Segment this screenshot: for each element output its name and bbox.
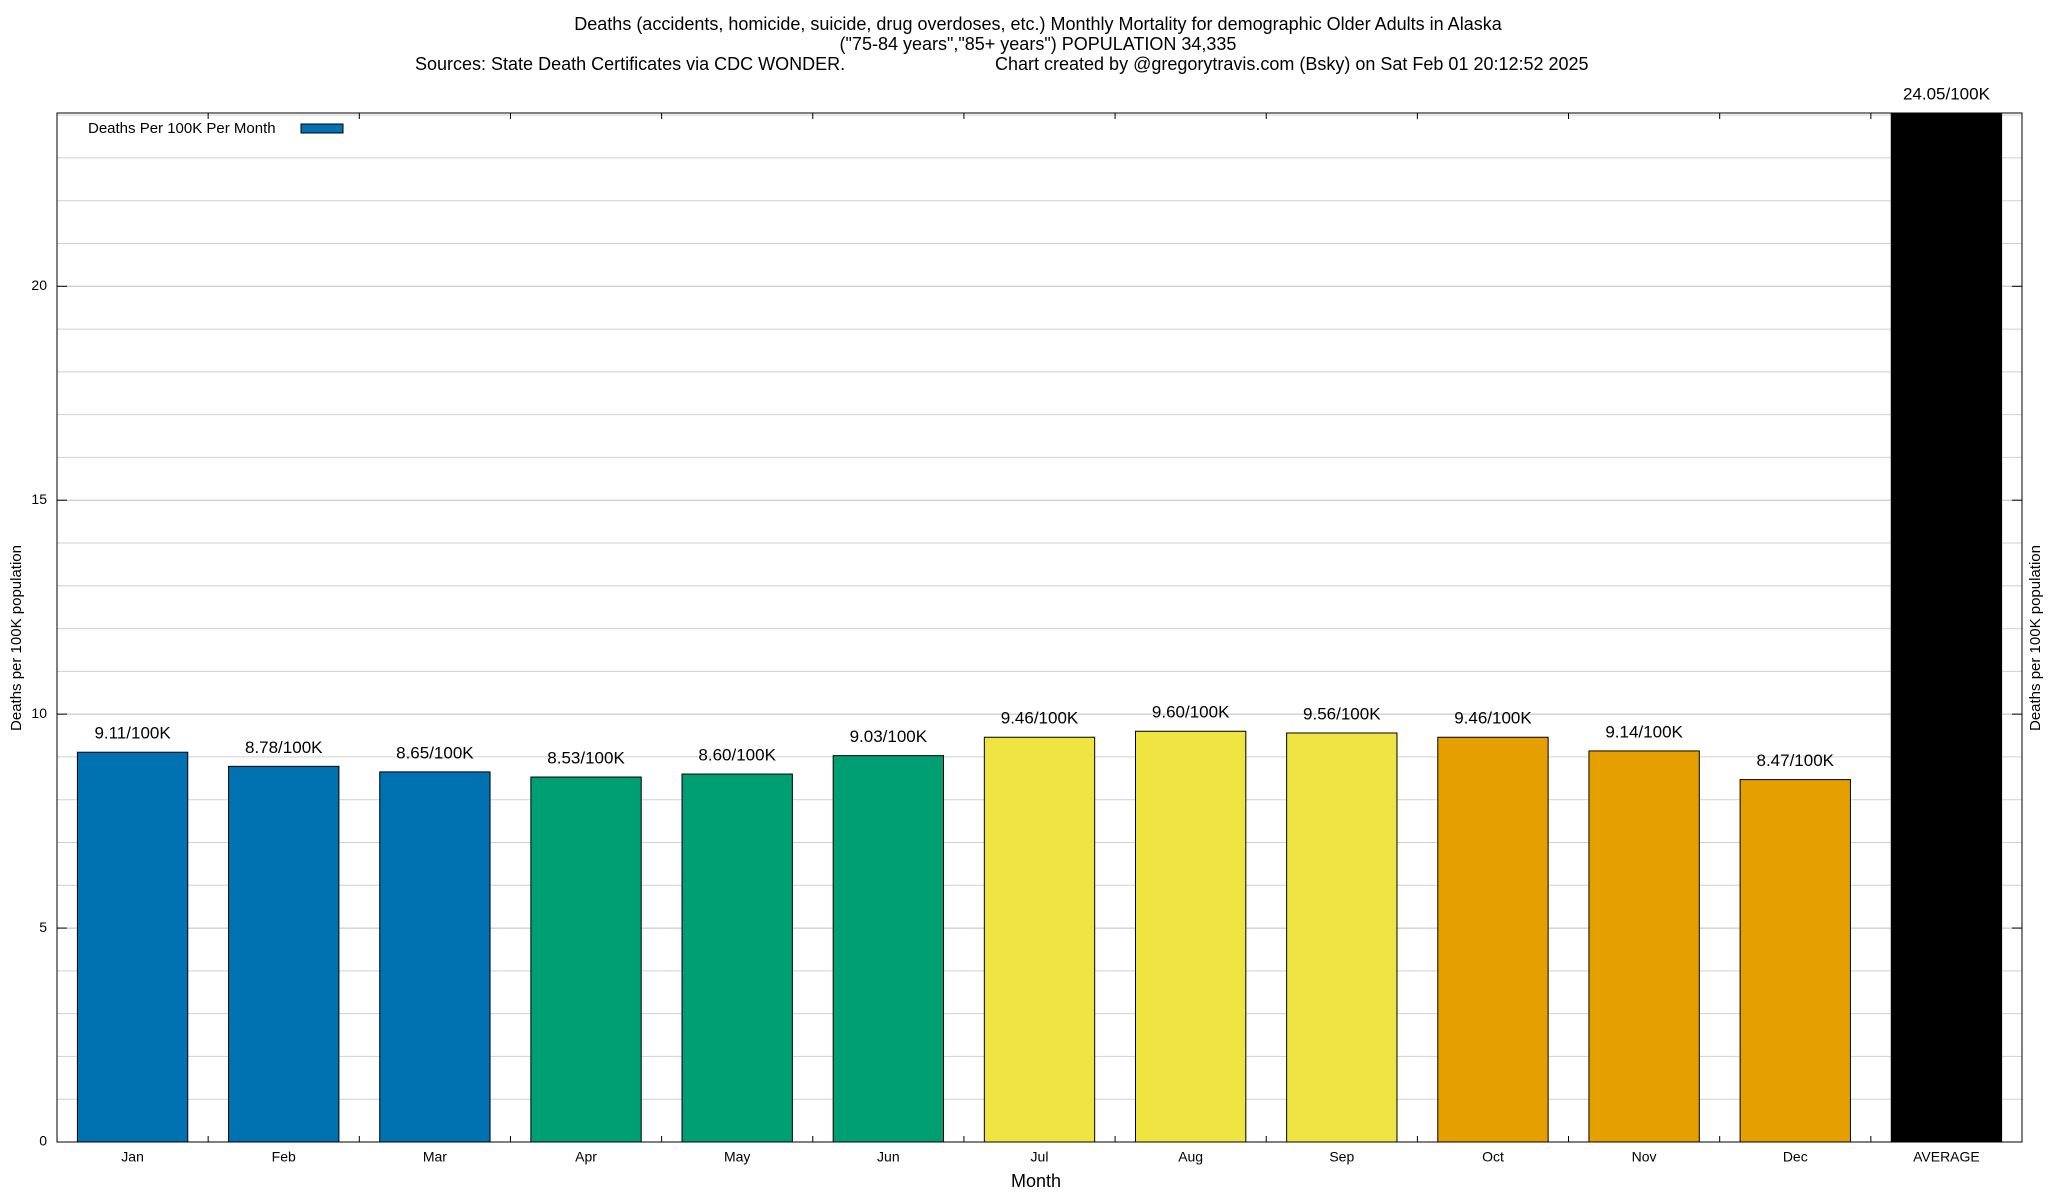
bar [530,776,642,1143]
value-label: 9.14/100K [1605,722,1683,741]
x-axis-label: Month [1011,1171,1061,1191]
value-label: 9.11/100K [94,724,171,743]
chart-title: Deaths (accidents, homicide, suicide, dr… [574,14,1502,34]
bar [1134,730,1247,1143]
value-label: 9.56/100K [1303,704,1381,723]
y-tick-label: 5 [39,919,47,935]
bar [983,736,1096,1143]
bar [76,751,189,1143]
x-tick-label: Feb [272,1149,296,1165]
x-tick-label: Nov [1632,1149,1657,1165]
value-label: 9.60/100K [1152,703,1230,722]
x-tick-label: AVERAGE [1913,1149,1980,1165]
x-tick-label: Mar [423,1149,447,1165]
x-tick-label: May [724,1149,750,1165]
sources: Sources: State Death Certificates via CD… [415,54,845,74]
legend-label: Deaths Per 100K Per Month [88,120,276,137]
value-label: 8.53/100K [547,749,625,768]
value-label: 8.78/100K [245,738,323,757]
y-tick-label: 15 [31,491,47,507]
bar [379,771,491,1143]
value-label: 8.65/100K [396,743,474,762]
bar [228,765,340,1143]
y-tick-label: 20 [31,277,47,293]
value-label: 9.46/100K [1454,709,1532,728]
x-tick-label: Apr [575,1149,597,1165]
bar [1437,736,1549,1143]
value-label: 8.47/100K [1757,751,1835,770]
legend-swatch [300,123,344,134]
y-axis-label: Deaths per 100K population [8,545,25,731]
x-tick-label: Sep [1329,1149,1354,1165]
bar [832,755,945,1143]
bar [1890,112,2003,1143]
credit: Chart created by @gregorytravis.com (Bsk… [995,54,1589,74]
plot-frame [56,112,2023,1143]
y-tick-label: 10 [31,705,47,721]
bar [681,773,793,1143]
x-tick-label: Aug [1178,1149,1203,1165]
chart-subtitle: ("75-84 years","85+ years") POPULATION 3… [840,34,1237,54]
bar [1588,750,1700,1143]
x-tick-label: Oct [1482,1149,1504,1165]
y-tick-label: 0 [39,1133,47,1149]
value-label: 8.60/100K [698,746,776,765]
value-label: 9.46/100K [1001,709,1079,728]
x-tick-label: Jul [1031,1149,1049,1165]
value-label: 9.03/100K [850,727,928,746]
bar [1286,732,1398,1143]
x-tick-label: Jun [877,1149,900,1165]
x-tick-label: Dec [1783,1149,1808,1165]
y2-axis-label: Deaths per 100K population [2027,545,2044,731]
value-label: 24.05/100K [1903,84,1991,103]
bar [1739,779,1851,1143]
x-tick-label: Jan [121,1149,144,1165]
